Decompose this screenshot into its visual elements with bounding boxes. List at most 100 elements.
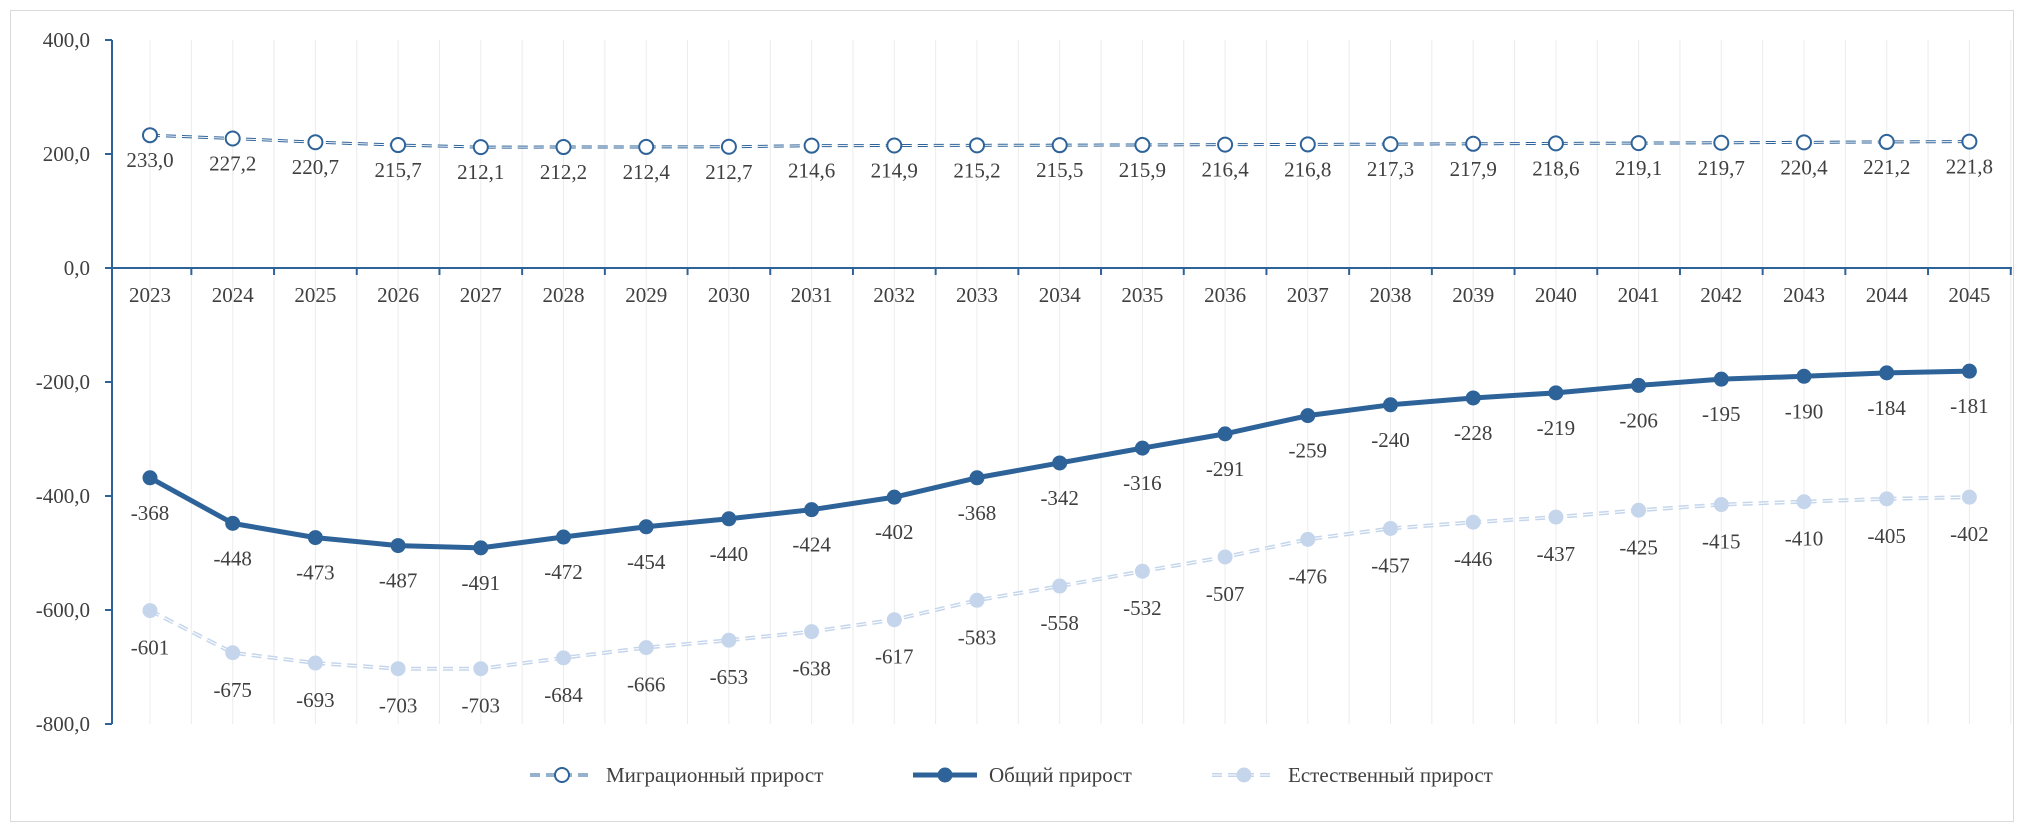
data-point [1878, 133, 1895, 150]
data-label: -219 [1537, 416, 1576, 440]
y-tick-label: 0,0 [64, 256, 90, 280]
x-tick-label: 2035 [1121, 283, 1163, 307]
data-point [1879, 491, 1895, 507]
data-point [1134, 563, 1150, 579]
data-point [1300, 531, 1316, 547]
data-point [1961, 489, 1977, 505]
x-tick-label: 2023 [129, 283, 171, 307]
data-label: -402 [875, 520, 914, 544]
data-label: 212,7 [705, 160, 752, 184]
y-tick-label: -800,0 [36, 712, 90, 736]
data-point [473, 540, 489, 556]
data-point [1299, 136, 1316, 153]
y-tick-label: -600,0 [36, 598, 90, 622]
x-tick-label: 2034 [1039, 283, 1082, 307]
data-point [307, 134, 324, 151]
data-label: -558 [1040, 611, 1079, 635]
series-3 [142, 489, 1977, 677]
data-point [390, 661, 406, 677]
data-label: 215,2 [953, 158, 1000, 182]
data-label: 219,1 [1615, 156, 1662, 180]
data-label: -424 [792, 533, 831, 557]
data-point [1383, 520, 1398, 536]
data-point [1631, 502, 1647, 518]
data-label: -410 [1785, 527, 1824, 551]
data-point [1796, 494, 1812, 510]
data-label: -240 [1371, 428, 1410, 452]
data-label: 214,6 [788, 159, 835, 183]
series-2 [142, 363, 1977, 556]
series-line-inner [149, 496, 1970, 670]
x-tick-label: 2031 [791, 283, 833, 307]
data-label: 216,8 [1284, 157, 1331, 181]
data-label: -405 [1867, 524, 1906, 548]
data-point [1382, 136, 1399, 153]
data-label: 218,6 [1532, 156, 1579, 180]
x-tick-label: 2027 [460, 283, 502, 307]
data-label: -675 [213, 678, 252, 702]
data-point [1548, 509, 1564, 525]
data-point [472, 139, 489, 156]
x-tick-label: 2037 [1287, 283, 1329, 307]
data-label: -653 [710, 665, 749, 689]
x-tick-label: 2032 [873, 283, 915, 307]
x-tick-label: 2026 [377, 283, 419, 307]
data-point [1631, 377, 1647, 393]
data-label: -448 [213, 546, 252, 570]
legend-item: Общий прирост [913, 763, 1132, 787]
data-label: -190 [1785, 399, 1824, 423]
data-label: -666 [627, 673, 666, 697]
data-label: -368 [958, 501, 997, 525]
data-point [886, 612, 902, 628]
data-label: -440 [710, 542, 749, 566]
data-point [804, 502, 820, 518]
data-label: -184 [1867, 396, 1906, 420]
data-label: 216,4 [1201, 158, 1249, 182]
data-point [1465, 390, 1481, 406]
data-point [224, 130, 241, 147]
data-point [1713, 134, 1730, 151]
data-label: 215,9 [1119, 158, 1166, 182]
data-point [721, 632, 737, 648]
x-tick-label: 2041 [1618, 283, 1660, 307]
data-label: -446 [1454, 547, 1493, 571]
data-label: 215,5 [1036, 158, 1083, 182]
data-labels: 233,0 227,2 220,7 215,7 212,1 212,2 212,4 212,7… [126, 148, 1993, 718]
data-label: 220,4 [1780, 155, 1828, 179]
data-point [969, 592, 985, 608]
data-point [556, 529, 571, 545]
data-point [1713, 497, 1729, 513]
data-point [473, 661, 489, 677]
y-tick-label: -200,0 [36, 370, 90, 394]
data-point [225, 645, 241, 661]
x-tick-label: 2044 [1866, 283, 1909, 307]
data-label: -206 [1619, 408, 1658, 432]
data-label: -291 [1206, 457, 1245, 481]
data-label: 217,9 [1450, 157, 1497, 181]
data-point [1051, 137, 1068, 154]
data-point [1217, 549, 1233, 565]
data-point [225, 515, 241, 531]
data-point [1465, 514, 1481, 530]
data-label: -583 [958, 625, 997, 649]
data-point [142, 127, 158, 144]
legend: Миграционный прирост Общий прирост Естеств… [530, 763, 1493, 787]
data-label: 212,2 [540, 160, 587, 184]
data-point [1879, 365, 1895, 381]
data-label: -491 [462, 571, 501, 595]
data-point [638, 519, 654, 535]
legend-label: Естественный прирост [1288, 763, 1493, 787]
data-label: 214,9 [871, 159, 918, 183]
data-point [969, 137, 985, 154]
y-tick-label: 400,0 [43, 28, 90, 52]
data-point [803, 137, 820, 154]
x-tick-label: 2042 [1700, 283, 1742, 307]
data-point [1217, 426, 1233, 442]
axes: 400,0 200,0 0,0 -200,0 -400,0 -600,0 -800,0 202… [36, 28, 2012, 736]
data-point [1383, 397, 1398, 413]
data-label: -228 [1454, 421, 1493, 445]
x-tick-label: 2029 [625, 283, 667, 307]
data-label: -259 [1289, 439, 1328, 463]
data-point [1465, 135, 1482, 152]
data-label: -181 [1950, 394, 1989, 418]
